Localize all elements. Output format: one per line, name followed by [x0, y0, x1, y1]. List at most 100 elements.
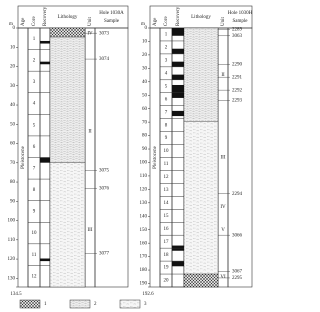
core-number: 6	[165, 97, 168, 102]
recovery-gap	[172, 28, 184, 36]
lithology-interval	[183, 273, 219, 288]
depth-tick-label: 50	[142, 93, 148, 98]
depth-tick-label: 10	[142, 40, 148, 45]
column	[94, 27, 129, 288]
header-hole: Hole 1030A	[99, 11, 124, 16]
header-recovery: Recovery	[176, 6, 181, 26]
depth-tick-label: 130	[8, 276, 16, 281]
depth-bottom-label: 134.5	[10, 292, 22, 297]
core-number: 11	[164, 162, 169, 167]
depth-tick-label: 120	[8, 257, 16, 262]
sample-id: 2292	[232, 88, 243, 93]
core-number: 18	[164, 253, 170, 258]
depth-tick-label: 60	[142, 107, 148, 112]
depth-unit: m	[9, 22, 13, 27]
sample-id: 3077	[99, 251, 110, 256]
unit-label: VI	[220, 275, 226, 280]
sample-id: 2289	[232, 27, 243, 32]
core-log-panel: Age Core Recovery Lithology Unit Hole 1030A Sa…	[8, 5, 129, 297]
depth-tick-label: 90	[10, 199, 16, 204]
core-number: 16	[164, 227, 170, 232]
depth-tick-label: 30	[142, 66, 148, 71]
core-number: 6	[33, 145, 36, 150]
core-number: 13	[164, 188, 170, 193]
sample-id: 2295	[232, 276, 243, 281]
unit-label: II	[88, 130, 92, 135]
core-number: 14	[164, 201, 170, 206]
recovery-gap	[40, 40, 50, 44]
header-core: Core	[164, 16, 169, 27]
panels: Age Core Recovery Lithology Unit Hole 1030A Sa…	[8, 5, 253, 297]
core-number: 8	[33, 188, 36, 193]
sample-id: 3074	[99, 57, 110, 62]
lithology-interval	[183, 121, 219, 275]
core-number: 5	[33, 123, 36, 128]
depth-tick-label: 110	[8, 238, 16, 243]
core-number: 12	[164, 175, 170, 180]
core-number: 17	[164, 240, 170, 245]
core-number: 1	[33, 37, 36, 42]
unit-label: IV	[220, 205, 226, 210]
core-number: 12	[32, 274, 38, 279]
depth-unit: m	[141, 22, 145, 27]
unit-label: III	[221, 156, 226, 161]
core-number: 9	[165, 136, 168, 141]
core-number: 2	[33, 59, 36, 64]
header-unit: Unit	[221, 17, 226, 27]
core-number: 8	[165, 123, 168, 128]
core-number: 3	[165, 59, 168, 64]
sample-id: 3066	[232, 233, 243, 238]
depth-tick-label: 100	[140, 161, 148, 166]
depth-tick-label: 70	[142, 120, 148, 125]
core-number: 10	[164, 149, 170, 154]
recovery-gap	[172, 110, 184, 117]
recovery-gap	[172, 74, 184, 80]
core-number: 2	[165, 46, 168, 51]
header-recovery: Recovery	[43, 6, 48, 26]
core-number: 5	[165, 84, 168, 89]
depth-tick-label: 140	[140, 214, 148, 219]
depth-tick-label: 50	[10, 122, 16, 127]
depth-tick-label: 40	[10, 103, 16, 108]
column	[227, 27, 253, 288]
core-number: 19	[164, 266, 170, 271]
header-age: Age	[21, 17, 26, 26]
depth-tick-label: 80	[10, 180, 16, 185]
header-lithology: Lithology	[191, 15, 211, 20]
core-number: 11	[32, 253, 37, 258]
legend-swatch	[69, 299, 91, 309]
core-number: 10	[32, 231, 38, 236]
lithology-interval	[49, 162, 86, 288]
sample-id: 3075	[99, 169, 110, 174]
depth-tick-label: 100	[8, 219, 16, 224]
depth-tick-label: 30	[10, 84, 16, 89]
depth-bottom-label: 192.6	[142, 292, 154, 297]
legend-label: 1	[44, 302, 47, 307]
lithology-interval	[49, 27, 86, 38]
recovery-gap	[172, 48, 184, 54]
header-core: Core	[32, 16, 37, 27]
legend-swatch	[19, 299, 41, 309]
depth-tick-label: 0	[145, 26, 148, 31]
depth-tick-label: 180	[140, 268, 148, 273]
lithology-interval	[183, 27, 219, 122]
depth-tick-label: 190	[140, 282, 148, 287]
depth-tick-label: 110	[140, 174, 148, 179]
core-number: 9	[33, 210, 36, 215]
depth-tick-label: 130	[140, 201, 148, 206]
core-number: 4	[165, 71, 168, 76]
legend-swatch	[119, 299, 141, 309]
age-label: Pleistocene	[21, 145, 26, 169]
legend-label: 3	[144, 302, 147, 307]
header-sample: Sample	[233, 19, 249, 24]
depth-tick-label: 20	[10, 65, 16, 70]
sample-id: 3063	[232, 34, 243, 39]
sample-id: 2293	[232, 99, 243, 104]
depth-tick-label: 70	[10, 161, 16, 166]
core-number: 20	[164, 279, 170, 284]
header-sample: Sample	[104, 19, 120, 24]
depth-tick-label: 60	[10, 142, 16, 147]
sample-id: 3076	[99, 187, 110, 192]
sample-id: 2291	[232, 75, 243, 80]
recovery-gap	[172, 84, 184, 98]
